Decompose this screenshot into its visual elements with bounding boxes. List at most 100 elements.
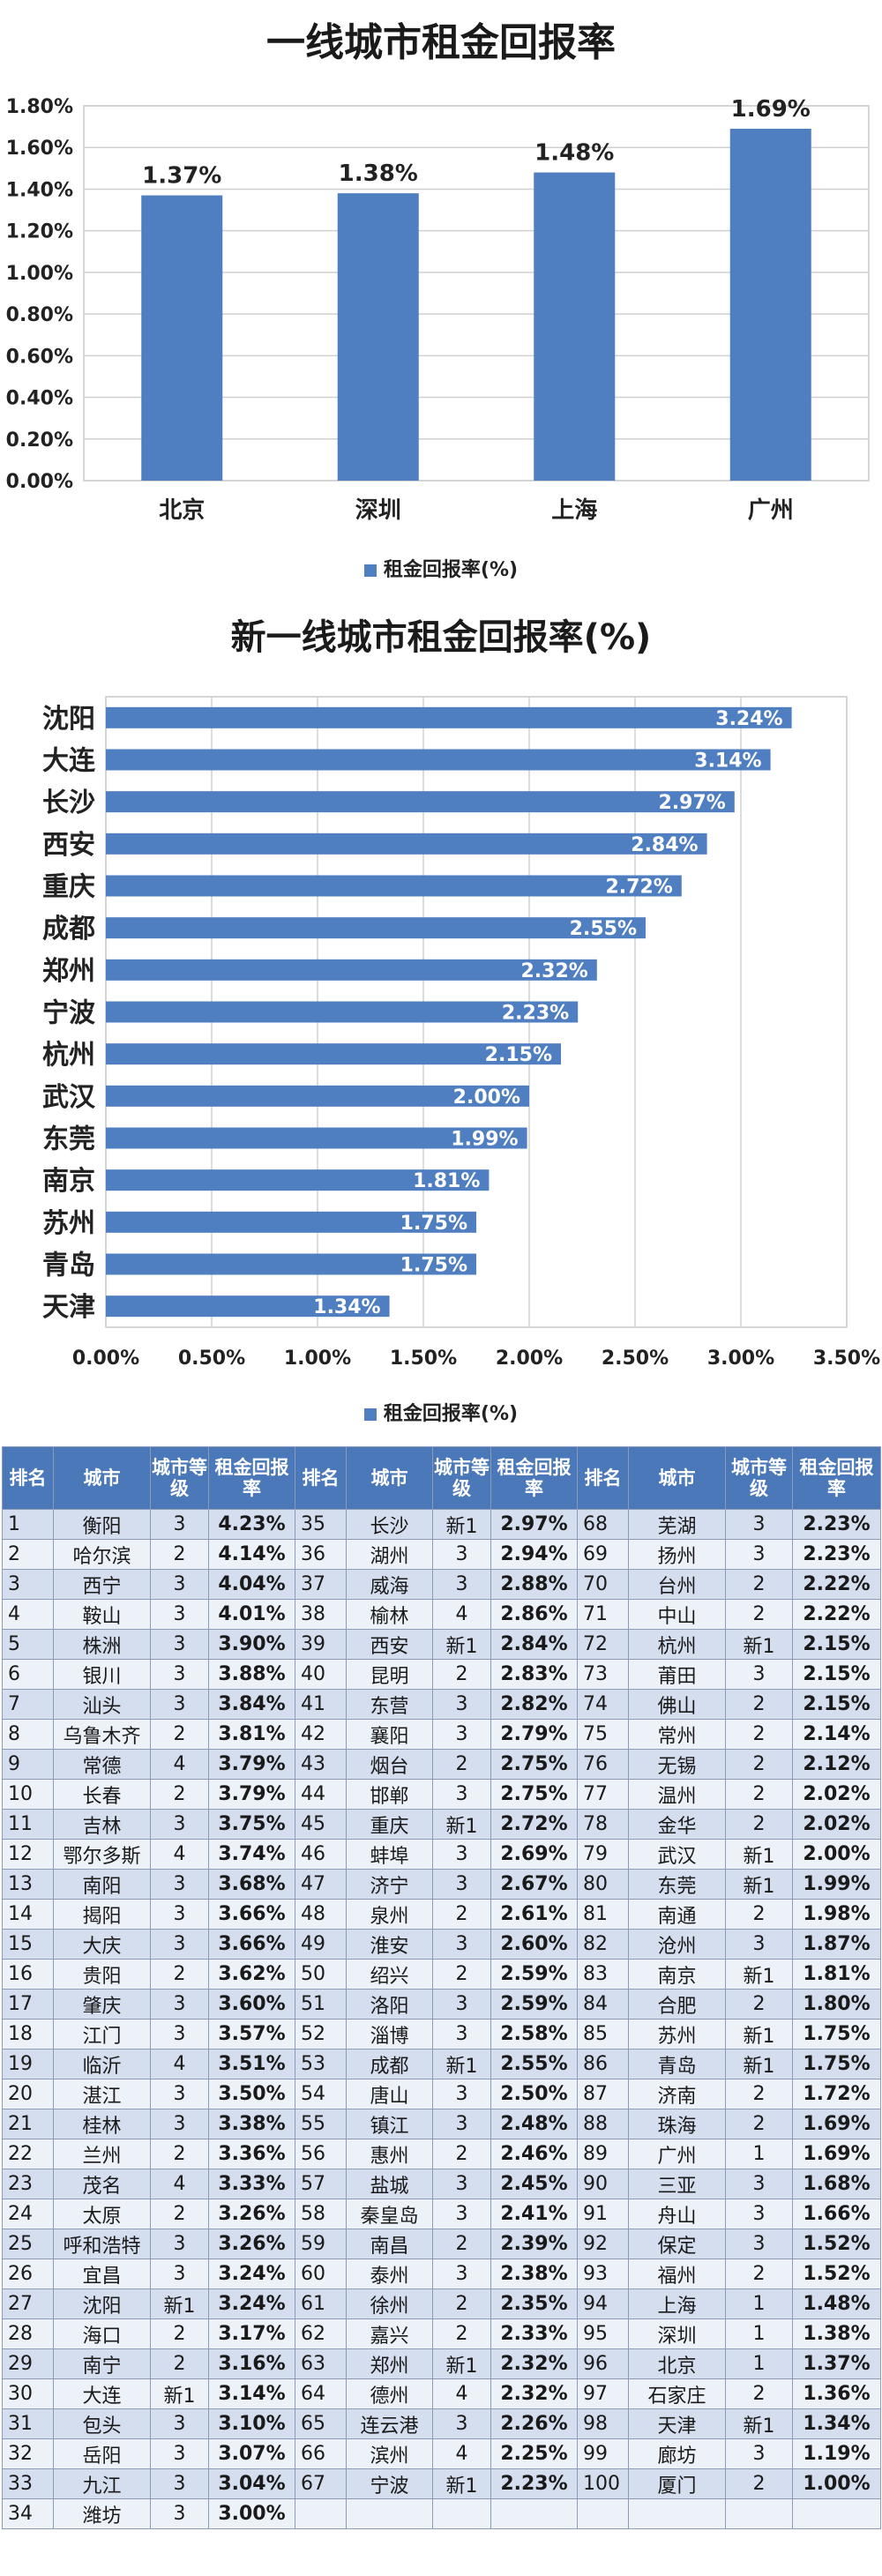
tier-cell: 3 (725, 1659, 793, 1690)
tier-cell: 2 (150, 1539, 209, 1570)
tier-cell: 新1 (432, 2348, 491, 2379)
rank-cell: 27 (2, 2289, 54, 2319)
city-cell: 舟山 (628, 2199, 726, 2229)
rank-cell: 36 (295, 1539, 347, 1570)
tier-cell: 新1 (725, 2049, 793, 2079)
bar (106, 1043, 561, 1065)
rate-cell: 1.00% (792, 2468, 881, 2499)
tier-cell: 3 (725, 2169, 793, 2199)
rate-cell: 2.38% (490, 2259, 578, 2289)
bar (106, 1085, 529, 1107)
data-label: 2.15% (485, 1044, 552, 1066)
rate-cell: 1.69% (792, 2139, 881, 2169)
city-cell: 贵阳 (53, 1959, 151, 1990)
rank-cell: 4 (2, 1599, 54, 1630)
city-cell: 德州 (346, 2378, 433, 2409)
rank-cell: 91 (577, 2199, 629, 2229)
city-cell: 金华 (628, 1809, 726, 1840)
tier-cell: 2 (432, 1959, 491, 1990)
y-tick-label: 0.80% (6, 304, 73, 326)
rank-cell: 83 (577, 1959, 629, 1990)
tier-cell: 3 (432, 2259, 491, 2289)
rate-cell: 2.15% (792, 1689, 881, 1720)
rank-cell: 55 (295, 2109, 347, 2139)
tier-cell: 新1 (432, 1809, 491, 1840)
rate-cell: 2.15% (792, 1659, 881, 1690)
rank-cell: 58 (295, 2199, 347, 2229)
tier-cell: 1 (725, 2289, 793, 2319)
table-header-cell: 城市 (346, 1446, 433, 1510)
city-cell: 杭州 (628, 1629, 726, 1660)
tier-cell: 3 (432, 1869, 491, 1900)
tier-cell: 新1 (725, 1869, 793, 1900)
table-row: 29 南宁 2 3.16% 63 郑州 新1 2.32% 96 北京 1 1.37% (2, 2348, 881, 2379)
city-cell: 温州 (628, 1779, 726, 1810)
city-cell: 揭阳 (53, 1899, 151, 1930)
table-row: 30 大连 新1 3.14% 64 德州 4 2.32% 97 石家庄 2 1.36% (2, 2378, 881, 2409)
tier-cell: 3 (150, 1929, 209, 1960)
rate-cell: 3.75% (208, 1809, 295, 1840)
rate-cell: 1.19% (792, 2438, 881, 2469)
rate-cell: 2.72% (490, 1809, 578, 1840)
y-tick-label: 宁波 (42, 998, 96, 1029)
rate-cell: 3.51% (208, 2049, 295, 2079)
rank-cell: 48 (295, 1899, 347, 1930)
tier-cell: 2 (150, 2139, 209, 2169)
y-tick-label: 1.20% (6, 221, 73, 243)
rate-cell: 3.26% (208, 2229, 295, 2259)
tier-cell: 2 (725, 2259, 793, 2289)
chart2-legend: 租金回报率(%) (0, 1398, 882, 1426)
rate-cell: 3.14% (208, 2378, 295, 2409)
tier-cell: 3 (432, 1989, 491, 2020)
x-tick-label: 深圳 (355, 497, 401, 524)
tier-cell: 1 (725, 2318, 793, 2349)
rate-cell: 3.36% (208, 2139, 295, 2169)
city-cell: 扬州 (628, 1539, 726, 1570)
city-cell: 哈尔滨 (53, 1539, 151, 1570)
tier-cell: 新1 (725, 1629, 793, 1660)
city-cell: 银川 (53, 1659, 151, 1690)
tier-cell: 3 (150, 1689, 209, 1720)
rate-cell: 2.84% (490, 1629, 578, 1660)
city-cell: 济宁 (346, 1869, 433, 1900)
rank-cell: 43 (295, 1749, 347, 1780)
rate-cell: 1.80% (792, 1989, 881, 2020)
tier-cell: 2 (725, 1809, 793, 1840)
tier-cell: 3 (432, 2408, 491, 2439)
city-cell: 嘉兴 (346, 2318, 433, 2349)
bar (534, 172, 616, 482)
city-cell: 南通 (628, 1899, 726, 1930)
tier-cell: 2 (432, 1659, 491, 1690)
city-cell: 岳阳 (53, 2438, 151, 2469)
city-cell: 常州 (628, 1719, 726, 1750)
x-tick-label: 上海 (551, 497, 597, 524)
rank-cell: 37 (295, 1569, 347, 1600)
y-tick-label: 西安 (42, 830, 95, 861)
table-header-cell: 租金回报率 (490, 1446, 578, 1510)
tier-cell: 2 (725, 1779, 793, 1810)
tier-cell: 4 (150, 2169, 209, 2199)
x-tick-label: 0.50% (178, 1348, 245, 1370)
rank-cell: 20 (2, 2079, 54, 2109)
tier-cell: 3 (432, 1689, 491, 1720)
rank-cell: 16 (2, 1959, 54, 1990)
city-cell: 石家庄 (628, 2378, 726, 2409)
city-cell: 厦门 (628, 2468, 726, 2499)
data-label: 1.37% (142, 163, 221, 190)
y-tick-label: 长沙 (42, 788, 95, 818)
x-tick-label: 北京 (159, 497, 205, 524)
city-cell: 武汉 (628, 1839, 726, 1870)
y-tick-label: 武汉 (42, 1082, 96, 1113)
rank-cell: 30 (2, 2378, 54, 2409)
chart2-title: 新一线城市租金回报率(%) (230, 617, 652, 658)
city-cell: 东莞 (628, 1869, 726, 1900)
tier-cell: 3 (432, 1839, 491, 1870)
rank-cell: 23 (2, 2169, 54, 2199)
data-label: 2.55% (570, 918, 637, 940)
city-cell: 芜湖 (628, 1509, 726, 1540)
rate-cell: 1.98% (792, 1899, 881, 1930)
city-cell (628, 2498, 726, 2529)
tier-cell: 3 (150, 2109, 209, 2139)
rate-cell: 2.75% (490, 1749, 578, 1780)
bar (141, 195, 223, 481)
